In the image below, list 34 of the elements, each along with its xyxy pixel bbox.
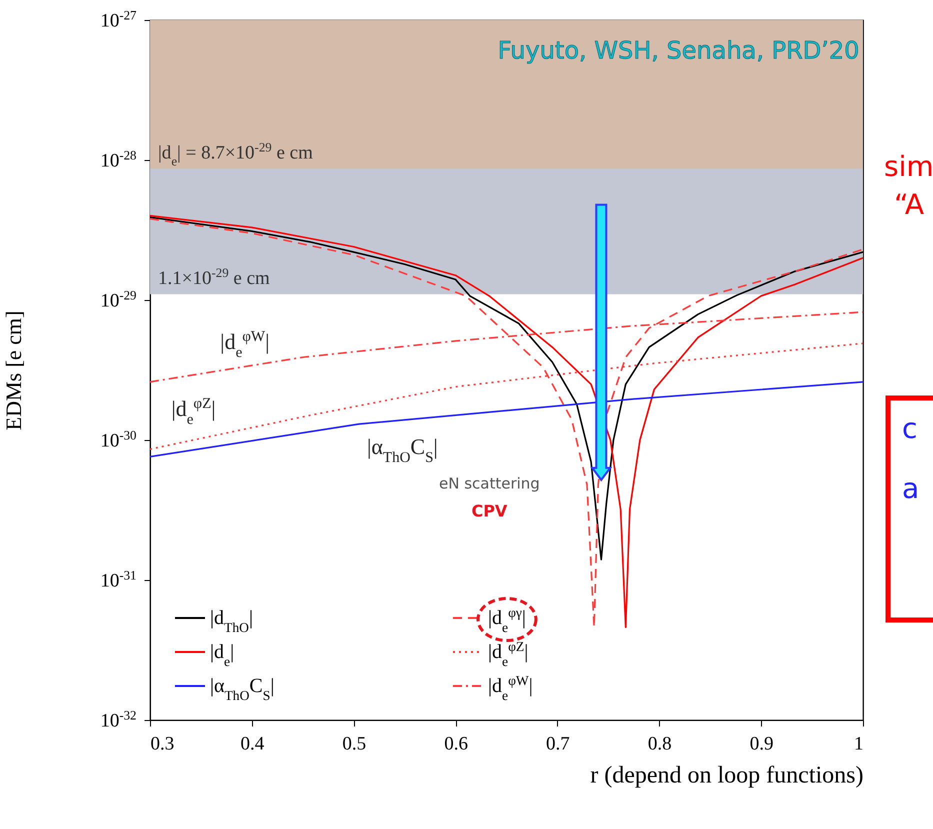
x-tick-label: 0.8 <box>648 734 672 754</box>
legend-label: |α$_{ThO}$C$_{S}$| <box>210 675 274 702</box>
legend-label: |d$_{e}$$^{φW}$| <box>488 672 533 702</box>
x-tick-label: 0.6 <box>444 734 468 754</box>
x-axis-title: r (depend on loop functions) <box>590 762 864 788</box>
annotation: |d$_{e}$$^{φZ}$| <box>171 396 216 428</box>
x-tick-label: 1 <box>854 734 864 754</box>
x-tick-label: 0.3 <box>150 734 174 754</box>
text: c <box>902 412 918 445</box>
band-label: |d$_{e}$| = 8.7×10$^{-29}$ e cm <box>158 140 314 168</box>
text: a <box>902 472 920 505</box>
legend-label: |d$_{ThO}$| <box>210 607 253 634</box>
legend-label: |d$_{e}$| <box>210 641 234 668</box>
x-tick-label: 0.4 <box>240 734 265 754</box>
annotation: Fuyuto, WSH, Senaha, PRD’20 <box>498 36 860 64</box>
annotation: CPV <box>471 501 508 520</box>
annotation: |α$_{ThO}$C$_{S}$| <box>366 434 438 466</box>
x-tick-label: 0.9 <box>750 734 774 754</box>
band-label: 1.1×10$^{-29}$ e cm <box>158 266 270 290</box>
text: sim <box>884 150 933 183</box>
y-tick-label: 10$^{-28}$ <box>100 148 136 172</box>
y-tick-label: 10$^{-30}$ <box>100 428 136 452</box>
legend-label: |d$_{e}$$^{φγ}$| <box>488 604 526 634</box>
y-tick-label: 10$^{-31}$ <box>100 568 136 592</box>
y-tick-label: 10$^{-29}$ <box>100 288 136 312</box>
y-tick-label: 10$^{-27}$ <box>100 8 138 32</box>
y-axis-title: EDMs [e cm] <box>1 310 26 430</box>
y-tick-label: 10$^{-32}$ <box>100 708 136 732</box>
text: “A <box>894 188 924 221</box>
x-tick-label: 0.5 <box>342 734 366 754</box>
annotation: eN scattering <box>438 474 540 492</box>
annotation: |d$_{e}$$^{φW}$| <box>220 329 270 361</box>
x-tick-label: 0.7 <box>546 734 570 754</box>
legend-label: |d$_{e}$$^{φZ}$| <box>488 638 528 668</box>
